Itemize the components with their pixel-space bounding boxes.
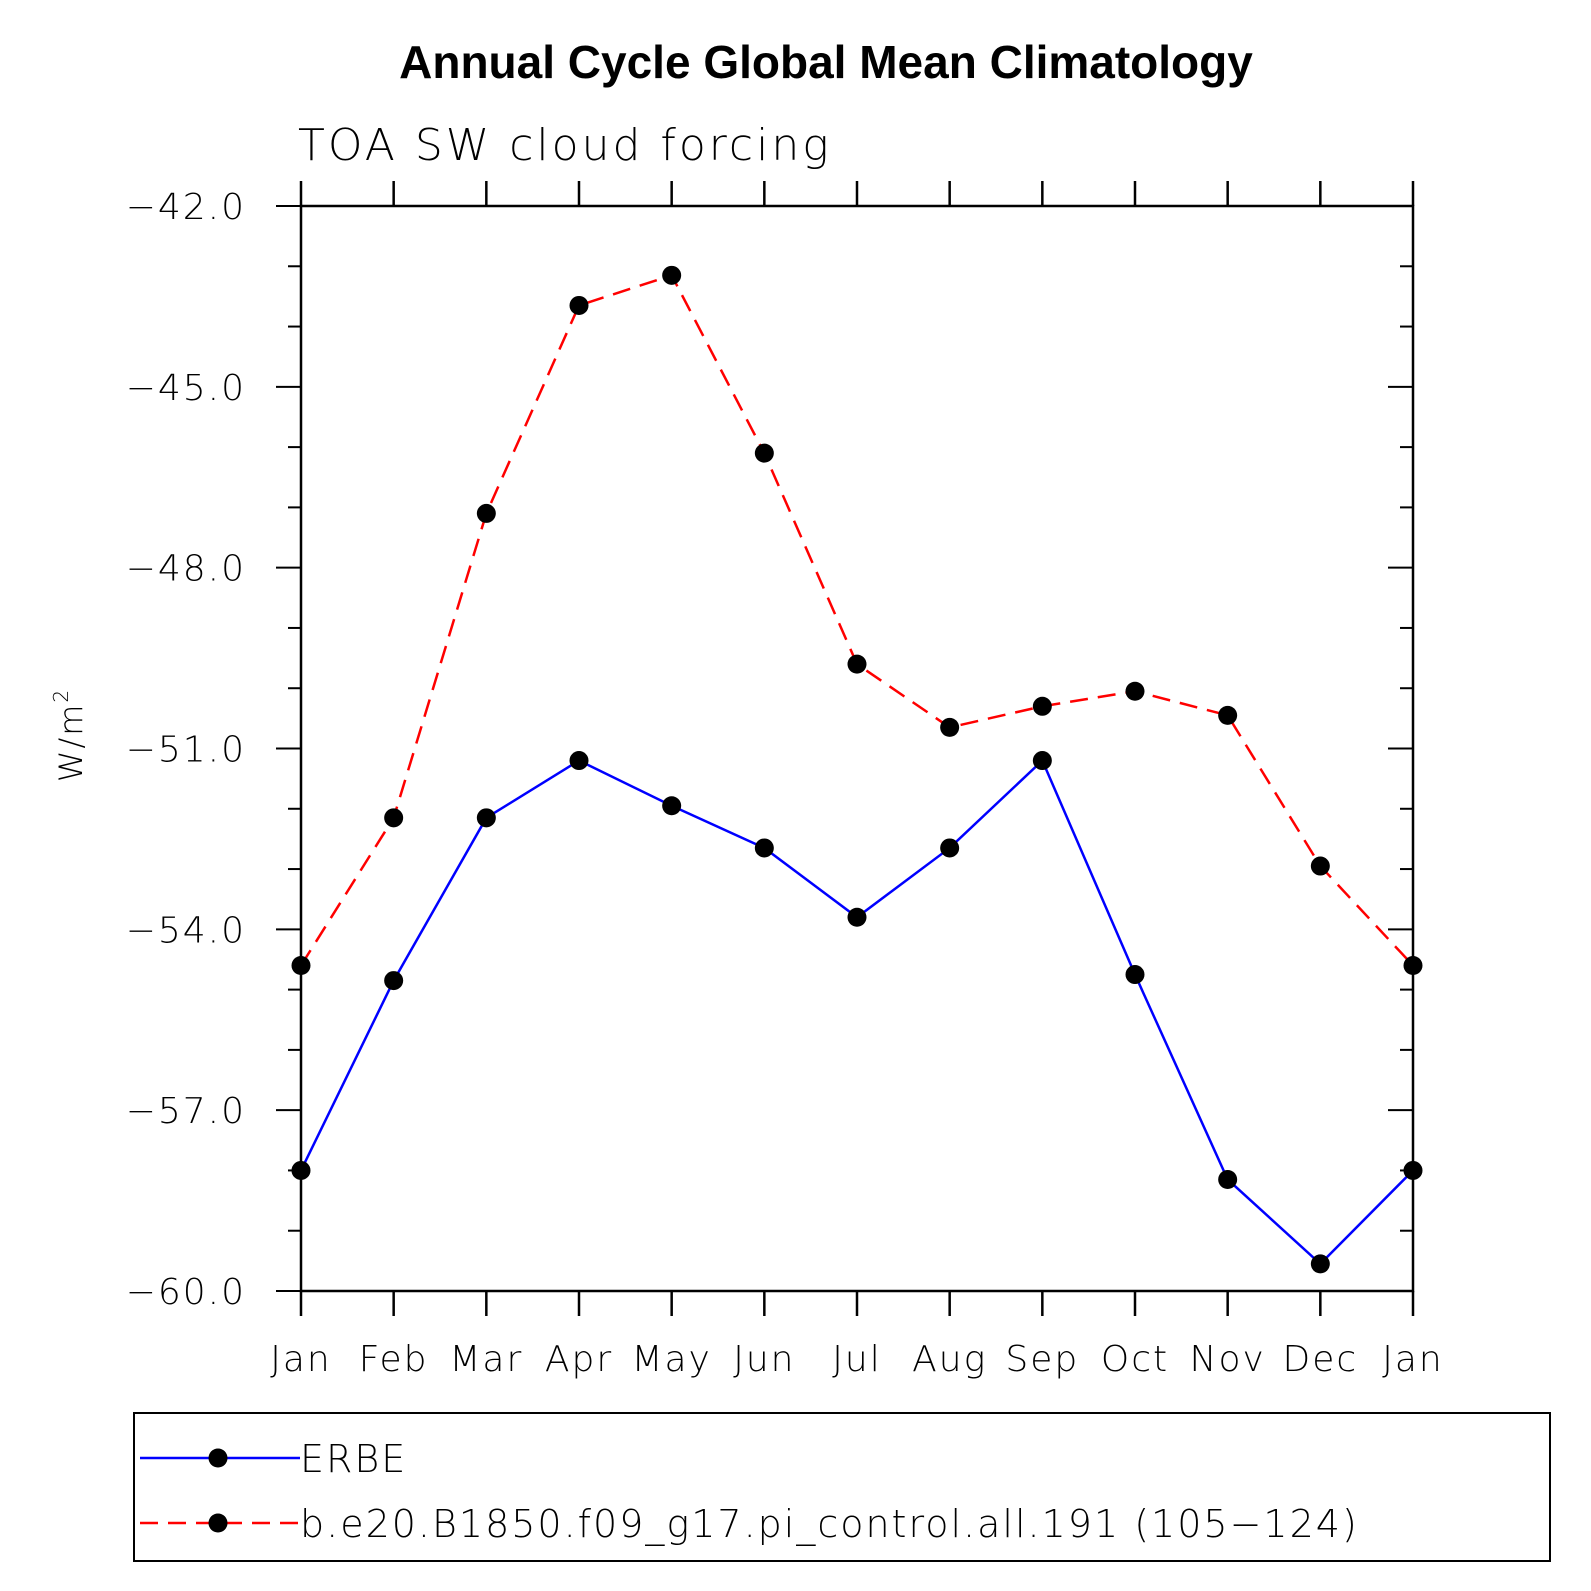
y-axis-label-superscript: 2 [49, 688, 73, 703]
series-line [299, 758, 1414, 1266]
data-point [662, 796, 682, 816]
x-tick-label: Oct [1101, 1339, 1169, 1380]
data-point [940, 838, 960, 858]
x-tick-label: Jun [733, 1339, 795, 1380]
data-point [1310, 1254, 1330, 1274]
axes: Jan Feb Mar Apr May Jun Jul Aug Sep Oct Nov Dec Jan−… [126, 181, 1444, 1380]
x-tick-label: Jan [270, 1339, 332, 1380]
series-1 [291, 751, 1423, 1274]
y-tick-label: −45.0 [126, 368, 246, 409]
x-tick-label: Mar [449, 1339, 523, 1380]
x-tick-label: Feb [359, 1339, 429, 1380]
data-point [569, 751, 589, 771]
data-point [384, 971, 404, 991]
data-point [569, 295, 589, 315]
data-point [291, 956, 311, 975]
x-tick-label: Sep [1005, 1339, 1079, 1380]
y-tick-label: −42.0 [126, 187, 246, 228]
series-line [299, 273, 1414, 967]
data-point [754, 838, 774, 858]
legend-label: b.e20.B1850.f09_g17.pi_control.all.191 (… [300, 1502, 1359, 1547]
chart-title: Annual Cycle Global Mean Climatology [399, 36, 1253, 88]
legend-entry-2: b.e20.B1850.f09_g17.pi_control.all.191 (… [140, 1502, 1359, 1547]
data-point [384, 808, 404, 828]
y-axis-label: W/m2 [49, 688, 90, 782]
data-point [1403, 956, 1423, 975]
x-tick-label: Nov [1190, 1339, 1266, 1380]
data-point [847, 654, 867, 674]
legend-swatch-marker [208, 1513, 228, 1533]
data-point [847, 907, 867, 927]
plot-frame [299, 204, 1415, 1293]
y-tick-label: −51.0 [126, 730, 246, 771]
data-point [940, 717, 960, 737]
legend-entries: ERBE b.e20.B1850.f09_g17.pi_control.all.1… [140, 1437, 1359, 1547]
legend-box [133, 1412, 1551, 1562]
data-point [1032, 696, 1052, 716]
x-tick-label: Aug [912, 1339, 987, 1380]
series-layer [291, 265, 1423, 1274]
legend-entry-1: ERBE [140, 1437, 407, 1481]
data-point [754, 443, 774, 463]
x-tick-label: Jul [832, 1339, 881, 1380]
data-point [1218, 1169, 1238, 1189]
data-point [1125, 681, 1145, 701]
chart-subtitle: TOA SW cloud forcing [298, 120, 832, 171]
data-point [662, 265, 682, 285]
legend-label: ERBE [300, 1437, 407, 1481]
data-point [476, 503, 496, 523]
legend-swatch-marker [208, 1448, 228, 1468]
svg-text:W/m2: W/m2 [49, 688, 90, 782]
x-tick-label: Jan [1382, 1339, 1444, 1380]
data-point [1218, 705, 1238, 725]
data-point [1032, 751, 1052, 771]
data-point [1125, 965, 1145, 985]
y-tick-label: −48.0 [126, 549, 246, 590]
y-tick-label: −57.0 [126, 1091, 246, 1132]
series-2 [291, 265, 1423, 975]
y-tick-label: −54.0 [126, 910, 246, 951]
x-tick-label: Apr [545, 1339, 613, 1380]
x-tick-label: May [631, 1339, 711, 1380]
y-tick-label: −60.0 [126, 1272, 246, 1313]
data-point [291, 1160, 311, 1180]
y-axis-label-text: W/m [52, 703, 90, 783]
data-point [476, 808, 496, 828]
data-point [1403, 1160, 1423, 1180]
data-point [1310, 856, 1330, 876]
legend: ERBE b.e20.B1850.f09_g17.pi_control.all.1… [133, 1412, 1551, 1562]
x-tick-label: Dec [1282, 1339, 1358, 1380]
